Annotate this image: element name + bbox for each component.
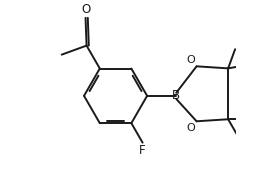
Text: O: O: [81, 3, 90, 16]
Text: B: B: [172, 89, 180, 102]
Text: F: F: [139, 144, 146, 157]
Text: O: O: [187, 123, 195, 132]
Text: O: O: [187, 55, 195, 65]
